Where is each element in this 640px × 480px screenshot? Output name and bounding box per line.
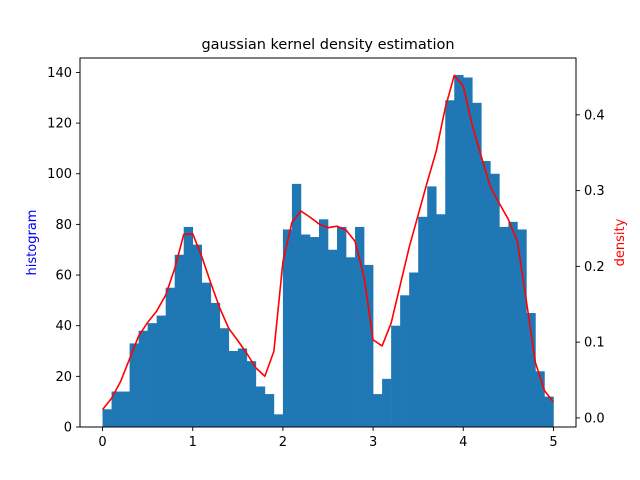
histogram-bar: [535, 371, 545, 427]
histogram-bar: [427, 186, 437, 427]
histogram-bar: [120, 391, 130, 427]
histogram-bar: [382, 378, 392, 427]
density-line-group: [101, 74, 555, 411]
histogram-bar: [517, 229, 527, 427]
histogram-bar: [192, 244, 203, 427]
histogram-bar: [373, 394, 383, 427]
y-tick-label-left: 80: [55, 218, 72, 233]
histogram-bar: [355, 226, 365, 427]
histogram-bar: [129, 343, 139, 427]
histogram-bar: [454, 74, 464, 427]
histogram-bar: [481, 161, 491, 427]
histogram-bar: [147, 323, 157, 427]
y-tick-label-right: 0.2: [584, 260, 605, 275]
y-tick-label-left: 0: [64, 421, 72, 436]
histogram-bar: [445, 100, 455, 428]
x-tick-label: 5: [549, 435, 557, 450]
plot-frame: [79, 57, 577, 428]
histogram-bar: [291, 183, 302, 427]
x-tick-label: 1: [189, 435, 197, 450]
histogram-bar: [282, 229, 293, 427]
histogram-bar: [409, 272, 419, 427]
y-tick-label-left: 20: [55, 370, 72, 385]
histogram-bar: [364, 264, 374, 427]
chart-title: gaussian kernel density estimation: [201, 37, 454, 53]
y-tick-label-left: 40: [55, 319, 72, 334]
histogram-bar: [228, 351, 239, 427]
histogram-bar: [508, 221, 518, 427]
histogram-bar: [463, 77, 473, 427]
histogram-bar: [300, 234, 311, 427]
histogram-bar: [255, 386, 266, 427]
y-tick-label-right: 0.0: [584, 411, 605, 426]
histogram-bar: [246, 361, 257, 427]
histogram-bar: [499, 226, 509, 427]
histogram-bar: [472, 102, 482, 428]
y-tick-label-right: 0.4: [584, 108, 605, 123]
histogram-bar: [156, 315, 166, 427]
histogram-bar: [346, 257, 356, 427]
y-tick-label-left: 120: [47, 117, 72, 132]
histogram-bar: [264, 394, 275, 427]
y-tick-label-right: 0.3: [584, 184, 605, 199]
x-tick-label: 4: [459, 435, 467, 450]
histogram-bar: [174, 254, 185, 427]
histogram-bar: [318, 219, 329, 427]
histogram-bar: [490, 173, 500, 427]
y-axis-left: 0 20 40 60 80 100 120 140: [47, 66, 80, 436]
y-tick-label-left: 100: [47, 167, 72, 182]
histogram-bar: [210, 302, 221, 427]
histogram-bar: [138, 330, 148, 427]
histogram-bar: [102, 409, 112, 427]
y-tick-label-left: 140: [47, 66, 72, 81]
histogram-bar: [391, 325, 401, 427]
density-line: [101, 74, 555, 411]
histogram-bars: [102, 74, 554, 428]
histogram-bar: [436, 214, 446, 427]
histogram-bar: [309, 237, 320, 427]
x-axis: 0 1 2 3 4 5: [98, 427, 558, 450]
histogram-bar: [337, 226, 347, 427]
histogram-bar: [418, 216, 428, 427]
histogram-bar: [526, 313, 536, 427]
histogram-bar: [328, 249, 338, 427]
y-tick-label-right: 0.1: [584, 336, 605, 351]
x-tick-label: 3: [369, 435, 377, 450]
histogram-bar: [237, 348, 248, 427]
histogram-bar: [219, 328, 230, 427]
histogram-bar: [400, 295, 410, 427]
histogram-bar: [183, 226, 194, 427]
histogram-bar: [201, 282, 212, 427]
y-axis-label-density: density: [613, 218, 628, 266]
x-tick-label: 0: [98, 435, 106, 450]
y-axis-label-histogram: histogram: [25, 210, 40, 276]
histogram-bar: [544, 396, 554, 427]
histogram-bar: [111, 391, 121, 427]
x-tick-label: 2: [279, 435, 287, 450]
y-axis-right: 0.0 0.1 0.2 0.3 0.4: [576, 108, 605, 426]
histogram-bar: [273, 414, 284, 427]
histogram-bar: [165, 287, 175, 427]
y-tick-label-left: 60: [55, 269, 72, 284]
